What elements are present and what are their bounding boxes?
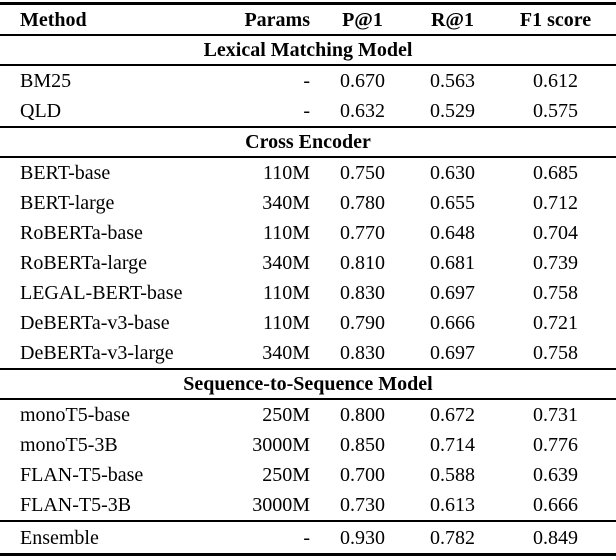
cell-p1: 0.670 [340, 70, 385, 92]
cell-method: DeBERTa-v3-large [20, 342, 174, 364]
cell-f1: 0.712 [533, 192, 578, 214]
cell-r1: 0.588 [430, 464, 475, 486]
cell-r1: 0.714 [430, 434, 475, 456]
table-head: Method Params P@1 R@1 F1 score [0, 2, 616, 36]
cell-params: - [303, 100, 310, 122]
cell-params: 110M [262, 282, 310, 304]
cell-r1: 0.529 [430, 100, 475, 122]
cell-method: RoBERTa-large [20, 252, 148, 274]
cell-r1: 0.782 [410, 520, 495, 556]
table-row: FLAN-T5-base 250M 0.700 0.588 0.639 [0, 460, 616, 490]
cell-f1: 0.849 [495, 520, 616, 556]
cell-p1: 0.930 [315, 520, 410, 556]
table-row: FLAN-T5-3B 3000M 0.730 0.613 0.666 [0, 490, 616, 521]
table-row: BERT-base 110M 0.750 0.630 0.685 [0, 157, 616, 188]
cell-params: - [303, 70, 310, 92]
cell-p1: 0.780 [340, 192, 385, 214]
cell-f1: 0.739 [533, 252, 578, 274]
cell-r1: 0.666 [430, 312, 475, 334]
table-row: RoBERTa-base 110M 0.770 0.648 0.704 [0, 218, 616, 248]
cell-params: 340M [262, 192, 310, 214]
cell-r1: 0.648 [430, 222, 475, 244]
cell-params: 250M [262, 404, 310, 426]
col-header-p-at-1: P@1 [315, 2, 410, 36]
table-row: DeBERTa-v3-large 340M 0.830 0.697 0.758 [0, 338, 616, 369]
cell-method: BM25 [20, 70, 72, 92]
cell-f1: 0.721 [533, 312, 578, 334]
cell-method: Ensemble [0, 520, 230, 556]
cell-r1: 0.563 [430, 70, 475, 92]
cell-p1: 0.700 [340, 464, 385, 486]
table-row: BM25 - 0.670 0.563 0.612 [0, 65, 616, 96]
cell-params: - [230, 520, 315, 556]
table-row: QLD - 0.632 0.529 0.575 [0, 96, 616, 127]
cell-f1: 0.575 [533, 100, 578, 122]
cell-r1: 0.697 [430, 282, 475, 304]
cell-p1: 0.632 [340, 100, 385, 122]
section-title: Cross Encoder [0, 126, 616, 158]
cell-p1: 0.800 [340, 404, 385, 426]
section-header-row: Cross Encoder [0, 126, 616, 158]
cell-p1: 0.830 [340, 342, 385, 364]
table-row: BERT-large 340M 0.780 0.655 0.712 [0, 188, 616, 218]
col-header-method: Method [0, 2, 230, 36]
cell-params: 3000M [252, 434, 310, 456]
table-row: monoT5-base 250M 0.800 0.672 0.731 [0, 399, 616, 430]
cell-params: 340M [262, 252, 310, 274]
table-row: monoT5-3B 3000M 0.850 0.714 0.776 [0, 430, 616, 460]
cell-method: QLD [20, 100, 62, 122]
col-header-f1-score: F1 score [495, 2, 616, 36]
cell-p1: 0.810 [340, 252, 385, 274]
cell-method: DeBERTa-v3-base [20, 312, 170, 334]
cell-p1: 0.790 [340, 312, 385, 334]
cell-params: 110M [262, 312, 310, 334]
cell-params: 110M [262, 222, 310, 244]
cell-method: BERT-base [20, 162, 111, 184]
cell-method: LEGAL-BERT-base [20, 282, 183, 304]
cell-params: 340M [262, 342, 310, 364]
cell-f1: 0.704 [533, 222, 578, 244]
cell-r1: 0.681 [430, 252, 475, 274]
header-row: Method Params P@1 R@1 F1 score [0, 2, 616, 36]
cell-f1: 0.758 [533, 282, 578, 304]
cell-f1: 0.776 [533, 434, 578, 456]
cell-p1: 0.750 [340, 162, 385, 184]
section-title: Lexical Matching Model [0, 34, 616, 66]
section-header-row: Sequence-to-Sequence Model [0, 368, 616, 400]
cell-method: FLAN-T5-3B [20, 494, 132, 516]
col-header-params: Params [230, 2, 315, 36]
cell-method: RoBERTa-base [20, 222, 143, 244]
cell-p1: 0.770 [340, 222, 385, 244]
cell-p1: 0.850 [340, 434, 385, 456]
section-header-row: Lexical Matching Model [0, 34, 616, 66]
cell-method: monoT5-base [20, 404, 130, 426]
table-row: LEGAL-BERT-base 110M 0.830 0.697 0.758 [0, 278, 616, 308]
cell-p1: 0.730 [340, 494, 385, 516]
col-header-r-at-1: R@1 [410, 2, 495, 36]
cell-f1: 0.639 [533, 464, 578, 486]
cell-method: BERT-large [20, 192, 115, 214]
table-body: Lexical Matching Model BM25 - 0.670 0.563 0.6… [0, 34, 616, 556]
cell-params: 3000M [252, 494, 310, 516]
cell-r1: 0.697 [430, 342, 475, 364]
cell-params: 250M [262, 464, 310, 486]
cell-f1: 0.758 [533, 342, 578, 364]
cell-p1: 0.830 [340, 282, 385, 304]
cell-f1: 0.731 [533, 404, 578, 426]
cell-r1: 0.630 [430, 162, 475, 184]
cell-params: 110M [262, 162, 310, 184]
cell-method: FLAN-T5-base [20, 464, 144, 486]
cell-r1: 0.613 [430, 494, 475, 516]
cell-r1: 0.655 [430, 192, 475, 214]
section-title: Sequence-to-Sequence Model [0, 368, 616, 400]
table-row: RoBERTa-large 340M 0.810 0.681 0.739 [0, 248, 616, 278]
cell-f1: 0.685 [533, 162, 578, 184]
cell-f1: 0.666 [533, 494, 578, 516]
cell-r1: 0.672 [430, 404, 475, 426]
cell-f1: 0.612 [533, 70, 578, 92]
table-row: DeBERTa-v3-base 110M 0.790 0.666 0.721 [0, 308, 616, 338]
ensemble-row: Ensemble -0.930 0.782 0.849 [0, 520, 616, 556]
cell-method: monoT5-3B [20, 434, 118, 456]
